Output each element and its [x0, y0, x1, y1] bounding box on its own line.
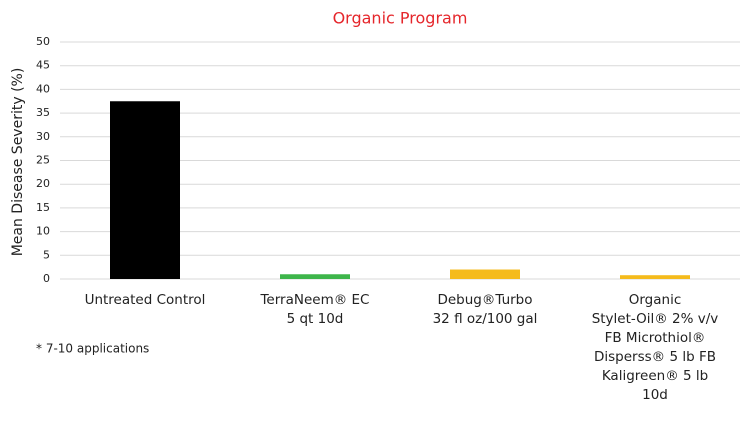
y-tick-label: 35	[36, 106, 50, 119]
bar	[280, 274, 350, 279]
y-tick-label: 10	[36, 225, 50, 238]
y-tick-label: 30	[36, 130, 50, 143]
x-tick-label: TerraNeem® EC	[259, 292, 369, 308]
bar	[110, 101, 180, 279]
y-axis-label: Mean Disease Severity (%)	[10, 68, 26, 257]
y-tick-label: 15	[36, 201, 50, 214]
x-tick-label: Untreated Control	[85, 292, 206, 308]
x-tick-label: Debug®Turbo	[437, 292, 532, 308]
x-tick-label: Organic	[629, 292, 682, 308]
bar	[450, 269, 520, 279]
x-tick-label: 32 fl oz/100 gal	[433, 311, 538, 327]
y-tick-label: 0	[43, 272, 50, 285]
x-tick-label: Stylet-Oil® 2% v/v	[592, 311, 719, 327]
y-tick-label: 25	[36, 154, 50, 167]
y-tick-label: 50	[36, 35, 50, 48]
x-tick-label: Disperss® 5 lb FB	[594, 349, 716, 365]
bar	[620, 275, 690, 279]
chart-subtitle: Organic Program	[333, 9, 468, 28]
y-tick-label: 5	[43, 248, 50, 261]
x-tick-label: 5 qt 10d	[287, 311, 344, 327]
x-tick-label: Kaligreen® 5 lb	[602, 368, 708, 384]
y-tick-label: 45	[36, 59, 50, 72]
y-tick-label: 40	[36, 82, 50, 95]
x-tick-label: 10d	[642, 387, 668, 403]
y-tick-label: 20	[36, 177, 50, 190]
x-tick-label: FB Microthiol®	[605, 330, 706, 346]
annotation: * 7-10 applications	[36, 342, 149, 356]
